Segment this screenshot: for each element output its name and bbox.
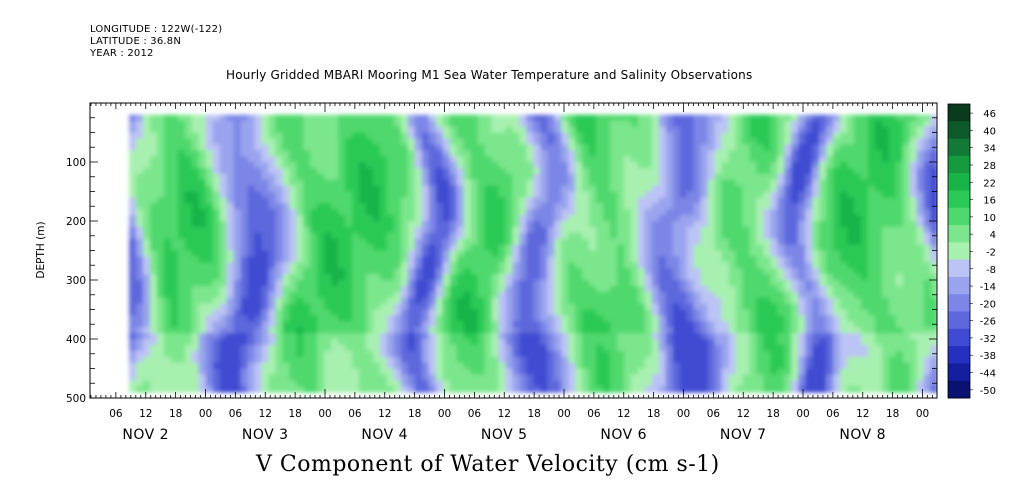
colorbar-swatch: [948, 225, 970, 243]
colorbar-label: -50: [980, 386, 996, 397]
x-hour-tick-label: 18: [169, 408, 182, 420]
x-hour-tick-label: 00: [199, 408, 212, 420]
x-day-label: NOV 6: [600, 427, 647, 443]
x-hour-tick-label: 12: [378, 408, 391, 420]
colorbar-swatch: [948, 155, 970, 174]
x-hour-tick-label: 18: [527, 408, 540, 420]
x-hour-tick-label: 06: [348, 408, 362, 420]
colorbar-swatch: [948, 346, 970, 364]
colorbar-label: 40: [983, 126, 996, 137]
x-hour-tick-label: 12: [259, 408, 272, 420]
colorbar-swatch: [948, 190, 970, 209]
y-tick-label: 500: [66, 393, 86, 405]
colorbar-swatch: [948, 207, 970, 226]
colorbar-swatch: [948, 380, 970, 399]
x-axis-title: V Component of Water Velocity (cm s-1): [256, 452, 720, 477]
x-hour-tick-label: 18: [766, 408, 779, 420]
colorbar-swatch: [948, 311, 970, 330]
colorbar-label: 22: [983, 178, 996, 189]
colorbar-swatch: [948, 363, 970, 382]
colorbar-swatch: [948, 121, 970, 139]
colorbar-label: 28: [983, 161, 996, 172]
longitude-label: LONGITUDE : 122W(-122): [90, 24, 223, 35]
colorbar-swatch: [948, 276, 970, 295]
x-hour-tick-label: 18: [647, 408, 660, 420]
colorbar-label: 4: [990, 230, 996, 241]
y-axis-label: DEPTH (m): [35, 221, 47, 278]
colorbar-label: 16: [983, 196, 996, 207]
colorbar-swatch: [948, 104, 970, 122]
colorbar-label: -44: [980, 369, 996, 380]
x-hour-tick-label: 00: [318, 408, 331, 420]
y-tick-label: 300: [66, 275, 86, 287]
x-day-label: NOV 2: [122, 427, 169, 443]
chart-title: Hourly Gridded MBARI Mooring M1 Sea Wate…: [226, 68, 753, 82]
x-day-label: NOV 3: [242, 427, 289, 443]
x-hour-tick-label: 12: [498, 408, 511, 420]
chart-axes: 06 12 18 00 06 12 18 00 06 12 18 00 06 12 18 00 06 12 18 00…: [66, 102, 938, 443]
x-hour-tick-label: 06: [707, 408, 721, 420]
latitude-label: LATITUDE : 36.8N: [90, 36, 182, 47]
x-hour-tick-label: 18: [408, 408, 421, 420]
y-tick-label: 100: [66, 157, 86, 169]
x-hour-tick-label: 00: [796, 408, 809, 420]
heatmap-field: [129, 114, 937, 393]
y-tick-label: 400: [66, 334, 86, 346]
year-label: YEAR : 2012: [90, 48, 154, 59]
x-hour-tick-label: 06: [826, 408, 840, 420]
x-hour-tick-label: 06: [109, 408, 123, 420]
colorbar-label: -38: [980, 351, 996, 362]
colorbar-swatch: [948, 242, 970, 261]
x-hour-tick-label: 12: [617, 408, 630, 420]
y-tick-label: 200: [66, 216, 86, 228]
colorbar-label: -20: [980, 299, 996, 310]
x-hour-tick-label: 00: [438, 408, 451, 420]
x-day-label: NOV 7: [720, 427, 767, 443]
colorbar-label: -32: [980, 334, 996, 345]
x-hour-tick-label: 18: [886, 408, 899, 420]
colorbar-swatch: [948, 138, 970, 157]
colorbar-label: -2: [986, 247, 996, 258]
x-hour-tick-label: 18: [288, 408, 301, 420]
x-day-label: NOV 4: [361, 427, 408, 443]
x-hour-tick-label: 12: [856, 408, 869, 420]
x-hour-tick-label: 12: [139, 408, 152, 420]
colorbar-label: 10: [983, 213, 996, 224]
x-hour-tick-label: 00: [677, 408, 690, 420]
colorbar-swatch: [948, 328, 970, 347]
x-hour-tick-label: 00: [916, 408, 929, 420]
colorbar-label: 46: [983, 109, 996, 120]
x-hour-tick-label: 00: [557, 408, 570, 420]
x-hour-tick-label: 12: [737, 408, 750, 420]
x-day-label: NOV 8: [839, 427, 886, 443]
colorbar-swatch: [948, 173, 970, 191]
colorbar-swatch: [948, 294, 970, 312]
colorbar-label: 34: [983, 144, 996, 155]
x-hour-tick-label: 06: [587, 408, 601, 420]
x-day-label: NOV 5: [481, 427, 528, 443]
x-hour-tick-label: 06: [468, 408, 482, 420]
colorbar-label: -26: [980, 317, 996, 328]
colorbar-swatch: [948, 259, 970, 278]
colorbar: 46 40 34 28 22 16 10 4 -2 -8 -14 -20 -26 -32 -38 -44 -50: [947, 103, 996, 399]
colorbar-label: -8: [986, 265, 996, 276]
colorbar-label: -14: [980, 282, 996, 293]
x-hour-tick-label: 06: [229, 408, 243, 420]
